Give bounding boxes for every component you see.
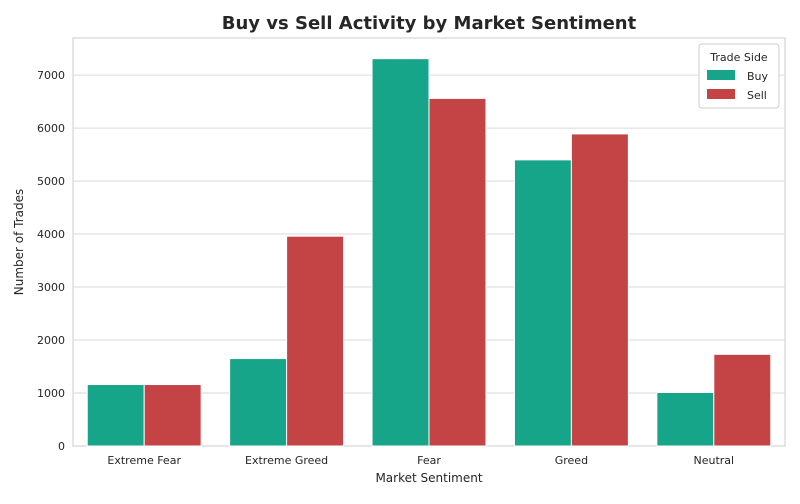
legend-title: Trade Side [709,51,768,64]
x-tick-label: Extreme Greed [245,454,328,467]
chart-title: Buy vs Sell Activity by Market Sentiment [222,13,637,34]
legend-label-buy: Buy [747,70,769,83]
x-tick-label: Fear [417,454,441,467]
bar-buy-extreme-fear [86,384,145,447]
x-tick-label: Greed [555,454,588,467]
x-axis-label: Market Sentiment [375,471,482,485]
x-tick-label: Neutral [693,454,734,467]
bar-sell-extreme-greed [286,235,345,447]
y-tick-label: 0 [58,440,65,453]
bar-sell-neutral [713,353,772,447]
y-tick-label: 6000 [37,122,65,135]
bars [86,58,772,447]
x-axis-ticks: Extreme Fear Extreme Greed Fear Greed Neutra… [107,454,734,467]
bar-buy-neutral [656,391,715,447]
bar-sell-greed [570,133,629,447]
x-tick-label: Extreme Fear [107,454,181,467]
y-tick-label: 1000 [37,387,65,400]
legend-swatch-sell [707,89,735,99]
y-tick-label: 3000 [37,281,65,294]
y-tick-label: 4000 [37,228,65,241]
legend: Trade Side Buy Sell [698,43,780,109]
y-tick-label: 2000 [37,334,65,347]
bar-buy-extreme-greed [229,358,288,447]
y-tick-label: 5000 [37,175,65,188]
y-tick-label: 7000 [37,69,65,82]
bar-buy-greed [513,159,572,447]
legend-swatch-buy [707,70,735,80]
bar-sell-fear [428,97,487,447]
y-axis-ticks: 0 1000 2000 3000 4000 5000 6000 7000 [37,69,65,453]
legend-label-sell: Sell [747,89,767,102]
y-axis-label: Number of Trades [12,189,26,296]
bar-sell-extreme-fear [143,384,202,447]
bar-buy-fear [371,58,430,447]
